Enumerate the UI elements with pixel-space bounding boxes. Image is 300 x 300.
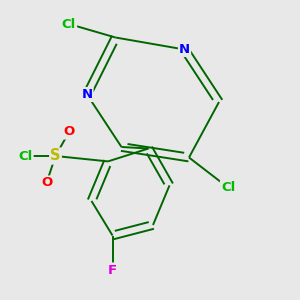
Text: S: S [50,148,61,164]
Text: Cl: Cl [62,17,76,31]
Text: Cl: Cl [221,181,235,194]
Text: O: O [63,125,75,139]
Text: F: F [108,263,117,277]
Text: N: N [179,43,190,56]
Text: Cl: Cl [18,149,33,163]
Text: N: N [81,88,93,101]
Text: O: O [41,176,52,190]
